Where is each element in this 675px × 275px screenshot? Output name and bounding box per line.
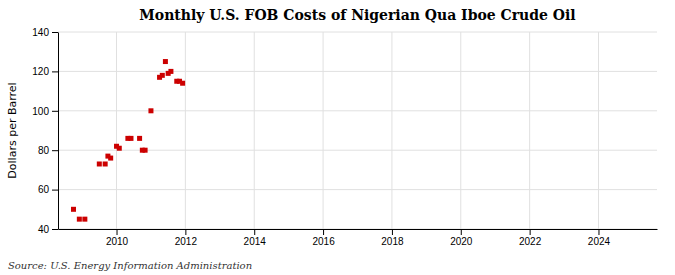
x-tick: 2018 xyxy=(381,229,404,247)
x-tick-label: 2022 xyxy=(519,236,542,247)
x-grid-line xyxy=(529,32,530,229)
x-tick-mark xyxy=(185,229,186,235)
y-tick-label: 40 xyxy=(38,224,50,235)
x-tick-mark xyxy=(461,229,462,235)
y-tick: 120 xyxy=(32,66,58,77)
y-grid-line xyxy=(58,110,657,111)
x-tick: 2020 xyxy=(450,229,473,247)
y-tick-mark xyxy=(52,111,58,112)
point xyxy=(168,69,173,74)
y-axis-line xyxy=(58,33,59,230)
y-axis-label: Dollars per Barrel xyxy=(6,82,19,178)
x-tick-label: 2014 xyxy=(244,236,267,247)
point xyxy=(77,217,82,222)
x-grid-line xyxy=(323,32,324,229)
point xyxy=(160,73,165,78)
x-grid-line xyxy=(598,32,599,229)
x-tick: 2016 xyxy=(312,229,335,247)
y-tick-mark xyxy=(52,71,58,72)
x-axis: 2010 2012 2014 2016 2018 2020 2022 2024 xyxy=(59,229,658,247)
x-tick-mark xyxy=(392,229,393,235)
x-tick: 2010 xyxy=(106,229,129,247)
title: Monthly U.S. FOB Costs of Nigerian Qua I… xyxy=(139,7,575,23)
x-grid-line xyxy=(116,32,117,229)
x-tick-mark xyxy=(530,229,531,235)
points xyxy=(71,59,185,222)
y-tick-label: 140 xyxy=(32,27,49,38)
y-grid-line xyxy=(58,71,657,72)
point xyxy=(128,136,133,141)
x-tick-label: 2020 xyxy=(450,236,473,247)
point xyxy=(97,161,102,166)
x-tick-label: 2010 xyxy=(106,236,129,247)
point xyxy=(180,81,185,86)
y-tick-mark xyxy=(52,150,58,151)
y-grid-line xyxy=(58,229,657,230)
y-grid-line xyxy=(58,150,657,151)
point xyxy=(108,156,113,161)
y-tick-mark xyxy=(52,229,58,230)
y-tick: 60 xyxy=(38,184,58,195)
y-tick: 100 xyxy=(32,106,58,117)
y-tick-label: 120 xyxy=(32,66,49,77)
x-tick-label: 2016 xyxy=(312,236,335,247)
x-tick-mark xyxy=(598,229,599,235)
y-tick-label: 60 xyxy=(38,184,50,195)
x-tick-mark xyxy=(323,229,324,235)
point xyxy=(143,148,148,153)
point xyxy=(103,161,108,166)
x-tick-mark xyxy=(117,229,118,235)
y-tick-mark xyxy=(52,190,58,191)
x-tick: 2014 xyxy=(244,229,267,247)
y-tick: 40 xyxy=(38,224,58,235)
point xyxy=(137,136,142,141)
y-tick: 140 xyxy=(32,27,58,38)
x-grid-line xyxy=(391,32,392,229)
y-tick-mark xyxy=(52,32,58,33)
point xyxy=(71,207,76,212)
y-axis: 40 60 80 100 120 140 xyxy=(32,27,58,235)
x-tick-mark xyxy=(254,229,255,235)
point xyxy=(117,146,122,151)
x-tick: 2012 xyxy=(175,229,198,247)
y-grid-line xyxy=(58,32,657,33)
point xyxy=(148,108,153,113)
x-grid-line xyxy=(254,32,255,229)
y-grid-line xyxy=(58,189,657,190)
x-grid-line xyxy=(460,32,461,229)
point xyxy=(82,217,87,222)
grid xyxy=(58,32,657,229)
x-grid-line xyxy=(185,32,186,229)
x-tick: 2024 xyxy=(588,229,611,247)
source-note: Source: U.S. Energy Information Administ… xyxy=(8,260,252,271)
y-tick-label: 100 xyxy=(32,106,49,117)
y-tick-label: 80 xyxy=(38,145,50,156)
x-tick: 2022 xyxy=(519,229,542,247)
x-tick-label: 2024 xyxy=(588,236,611,247)
x-tick-label: 2012 xyxy=(175,236,198,247)
chart: 2010 2012 2014 2016 2018 2020 2022 2024 40 60 80 10… xyxy=(0,0,675,275)
x-axis-line xyxy=(59,229,658,230)
x-tick-label: 2018 xyxy=(381,236,404,247)
point xyxy=(163,59,168,64)
y-tick: 80 xyxy=(38,145,58,156)
